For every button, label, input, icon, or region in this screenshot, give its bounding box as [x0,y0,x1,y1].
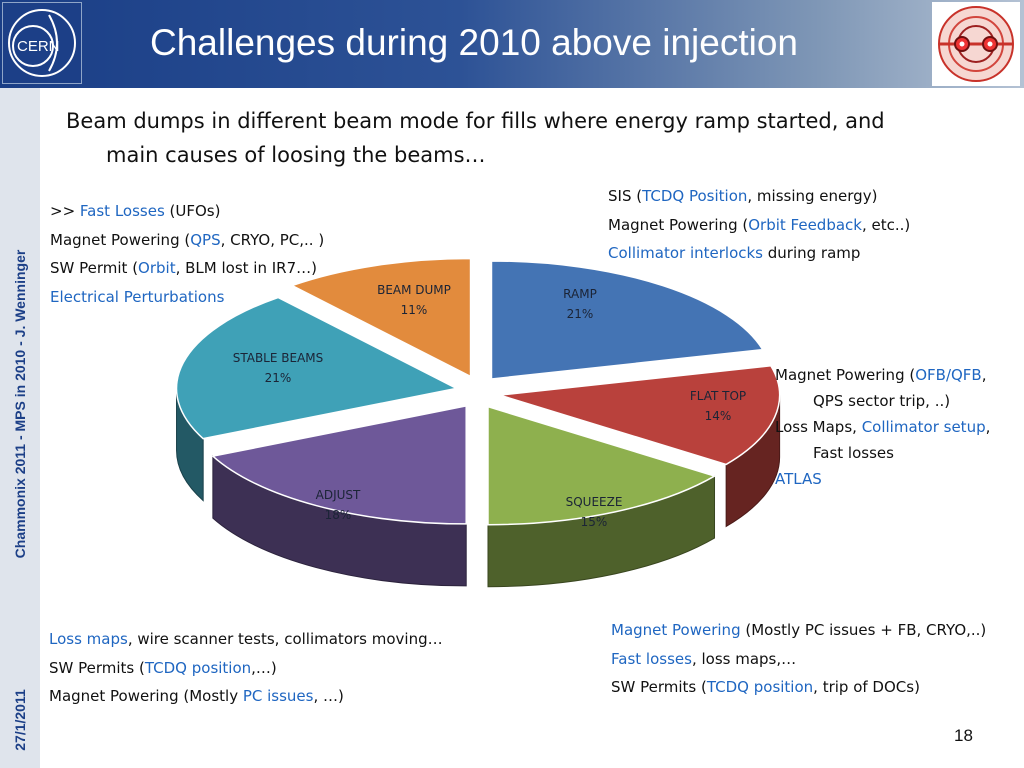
intro-text: Beam dumps in different beam mode for fi… [66,104,986,172]
note-highlight: TCDQ position [706,678,814,696]
note-text: , …) [313,687,344,705]
note-line: Magnet Powering (Mostly PC issues + FB, … [611,616,986,645]
note-text: Magnet Powering ( [775,366,916,384]
note-highlight: TCDQ Position [642,187,748,205]
note-line: Collimator interlocks during ramp [608,239,910,268]
intro-line-2: main causes of loosing the beams… [106,143,486,167]
note-squeeze: Magnet Powering (Mostly PC issues + FB, … [611,616,986,702]
note-highlight: TCDQ position [144,658,252,677]
pie-percent: 15% [581,515,608,529]
note-text: during ramp [763,244,861,262]
cern-logo: CERN [2,2,82,84]
pie-slice-adjust [211,405,467,525]
pie-label: ADJUST [316,488,361,502]
note-text: , CRYO, PC,.. ) [220,230,325,249]
note-highlight: Collimator setup [861,418,986,436]
note-text: , [985,418,991,436]
page-number: 18 [954,726,973,745]
pie-percent: 18% [325,508,352,522]
note-text: Loss Maps, [775,418,862,436]
note-text: SW Permits ( [49,658,145,677]
note-highlight: Fast losses [611,649,692,668]
note-line: SW Permits (TCDQ position,…) [49,654,443,683]
pie-slice-beam-dump [290,257,472,378]
note-line: Magnet Powering (OFB/QFB, [775,362,990,388]
note-flat-top: Magnet Powering (OFB/QFB, QPS sector trip… [775,362,990,492]
note-text: (Mostly PC issues + FB, CRYO,..) [740,621,987,639]
note-highlight: PC issues [242,687,314,705]
note-line: QPS sector trip, ..) [775,388,990,414]
note-line: ATLAS [775,466,990,492]
note-highlight: OFB/QFB [915,366,982,384]
note-text: , wire scanner tests, collimators moving… [127,630,443,648]
note-text: , missing energy) [747,187,878,205]
intro-line-1: Beam dumps in different beam mode for fi… [66,109,885,133]
pie-percent: 21% [265,371,292,385]
pie-label: RAMP [563,287,597,301]
note-text: Magnet Powering ( [608,215,749,234]
note-highlight: QPS [190,230,221,249]
note-text: , BLM lost in IR7…) [175,259,317,277]
note-text: , loss maps,… [691,649,797,668]
note-highlight: Loss maps [49,630,128,648]
pie-percent: 21% [567,307,594,321]
note-highlight: Fast Losses [79,202,165,220]
note-line: Electrical Perturbations [50,283,324,312]
note-text: SW Permits ( [611,678,707,696]
note-line: Magnet Powering (QPS, CRYO, PC,.. ) [50,226,324,255]
note-text: , trip of DOCs) [813,678,920,696]
note-text: SW Permit ( [50,259,139,277]
pie-label: BEAM DUMP [377,283,451,297]
note-highlight: Orbit Feedback [748,215,862,234]
lhc-collision-logo [932,2,1020,86]
note-text: , etc..) [861,215,911,234]
note-line: Fast losses, loss maps,… [611,645,986,674]
slide-header: CERN Challenges during 2010 above inject… [0,0,1024,88]
note-highlight: Electrical Perturbations [50,287,225,306]
note-text: Magnet Powering ( [50,230,191,249]
note-text: (UFOs) [164,202,221,220]
cern-logo-text: CERN [17,38,60,55]
note-ramp: SIS (TCDQ Position, missing energy) Magne… [608,182,910,268]
note-text: SIS ( [608,187,643,205]
note-line: >> Fast Losses (UFOs) [50,197,324,226]
note-stable-beams: >> Fast Losses (UFOs) Magnet Powering (QP… [50,197,324,311]
note-highlight: Orbit [138,259,176,277]
pie-slice-ramp [490,260,764,380]
note-text: Magnet Powering (Mostly [49,687,243,705]
pie-percent: 11% [401,303,428,317]
note-text: QPS sector trip, ..) [813,392,951,410]
note-highlight: Collimator interlocks [608,244,763,262]
note-text: , [981,366,987,384]
note-highlight: ATLAS [775,470,822,488]
pie-slice-flat-top [499,364,781,466]
pie-label: STABLE BEAMS [233,351,324,365]
note-line: SW Permits (TCDQ position, trip of DOCs) [611,673,986,702]
pie-slice-stable-beams [175,296,459,440]
note-highlight: Magnet Powering [611,621,741,639]
pie-slice-squeeze [487,405,717,526]
note-line: Fast losses [775,440,990,466]
slide-title: Challenges during 2010 above injection [150,22,798,63]
note-line: SW Permit (Orbit, BLM lost in IR7…) [50,254,324,283]
pie-percent: 14% [705,409,732,423]
note-line: Loss Maps, Collimator setup, [775,414,990,440]
note-line: Loss maps, wire scanner tests, collimato… [49,625,443,654]
note-text: ,…) [251,658,277,677]
note-line: Magnet Powering (Orbit Feedback, etc..) [608,211,910,240]
pie-label: SQUEEZE [566,495,623,509]
note-text: >> [50,202,80,220]
note-text: Fast losses [813,444,894,462]
note-line: SIS (TCDQ Position, missing energy) [608,182,910,211]
pie-label: FLAT TOP [690,389,746,403]
note-line: Magnet Powering (Mostly PC issues, …) [49,682,443,711]
note-adjust: Loss maps, wire scanner tests, collimato… [49,625,443,711]
sidebar: Chammonix 2011 - MPS in 2010 - J. Wennin… [0,88,40,768]
